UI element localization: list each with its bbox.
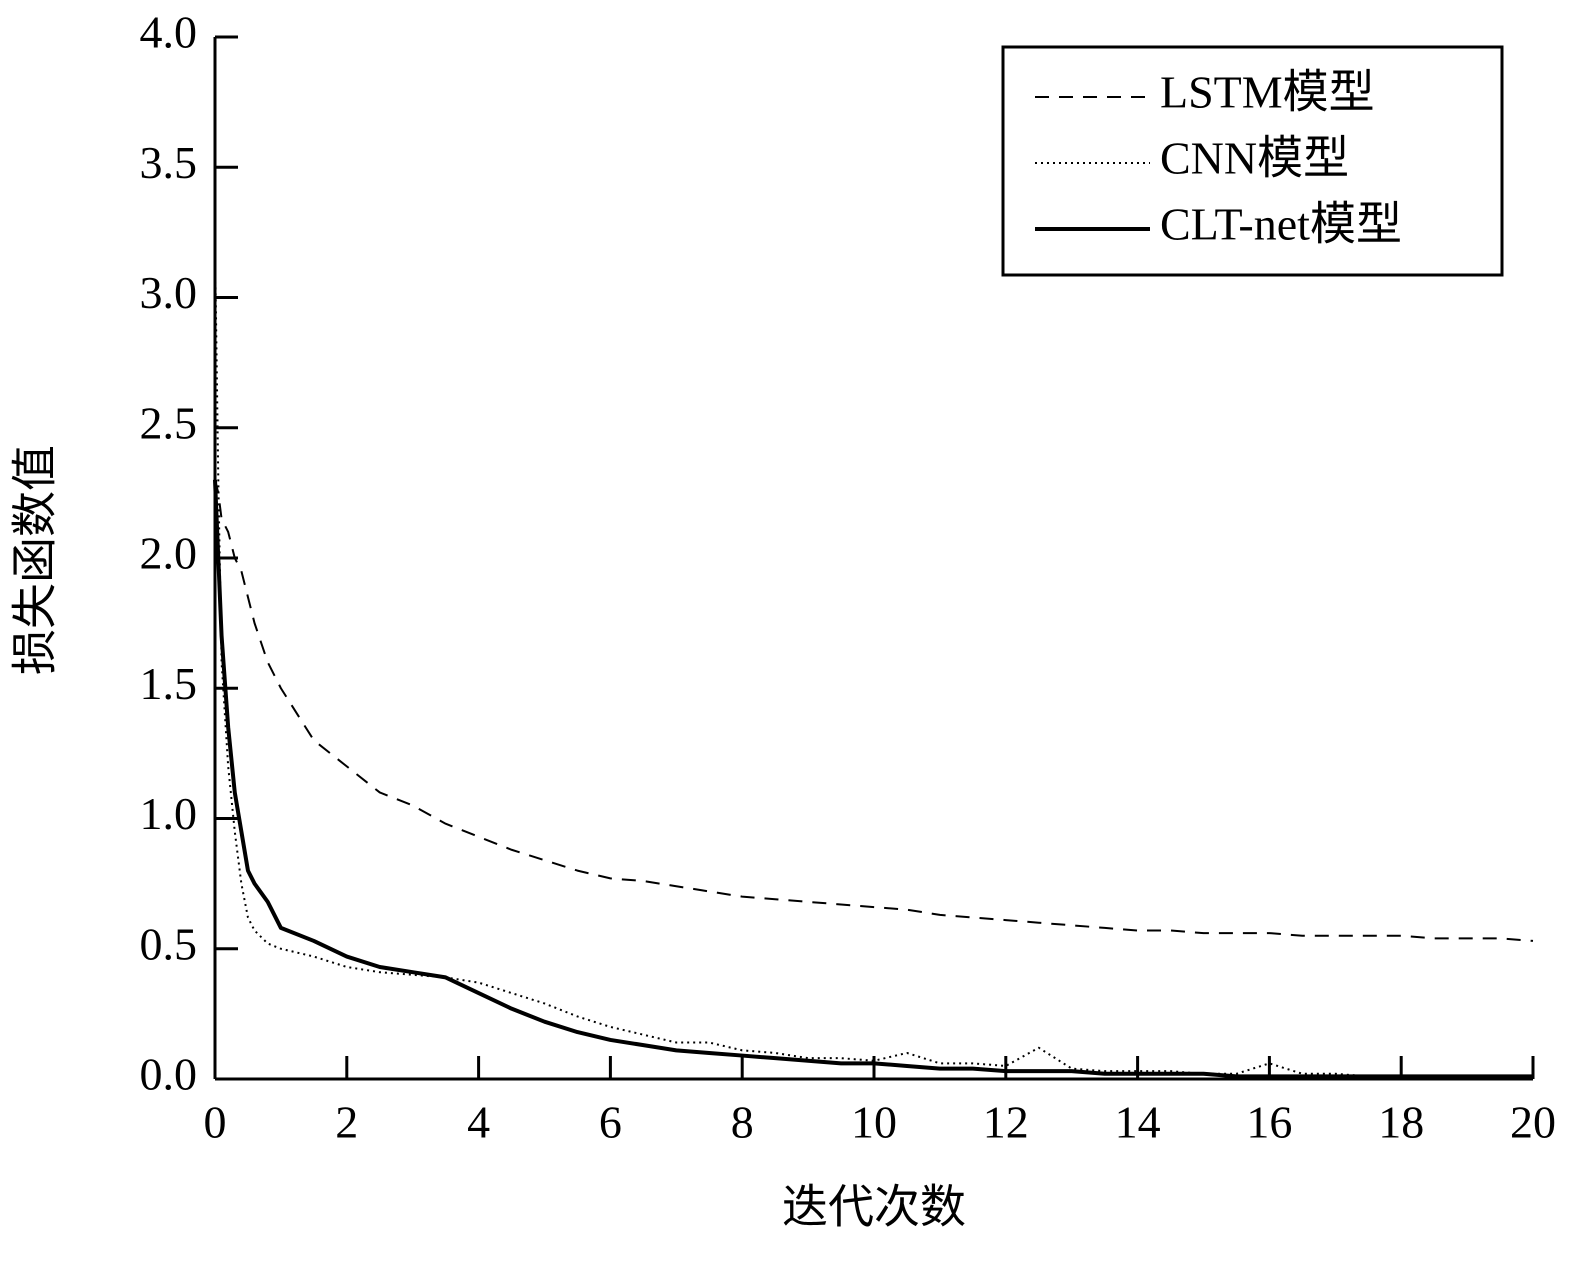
x-tick-label: 2 xyxy=(335,1097,358,1148)
y-tick-label: 1.5 xyxy=(140,658,198,709)
y-tick-label: 1.0 xyxy=(140,788,198,839)
x-tick-label: 18 xyxy=(1378,1097,1424,1148)
y-axis-title: 损失函数值 xyxy=(10,445,61,675)
y-tick-label: 2.0 xyxy=(140,528,198,579)
x-tick-label: 14 xyxy=(1115,1097,1161,1148)
y-tick-label: 4.0 xyxy=(140,7,198,58)
x-tick-label: 10 xyxy=(851,1097,897,1148)
y-tick-label: 3.5 xyxy=(140,137,198,188)
x-tick-label: 8 xyxy=(731,1097,754,1148)
x-tick-label: 6 xyxy=(599,1097,622,1148)
legend-box xyxy=(1001,45,1504,277)
y-tick-label: 2.5 xyxy=(140,397,198,448)
y-tick-label: 3.0 xyxy=(140,267,198,318)
x-tick-label: 4 xyxy=(467,1097,490,1148)
legend-label: CNN模型 xyxy=(1160,133,1349,184)
x-tick-label: 12 xyxy=(983,1097,1029,1148)
y-tick-label: 0.0 xyxy=(140,1049,198,1100)
series-line xyxy=(214,245,1533,1078)
x-axis-title: 迭代次数 xyxy=(782,1182,966,1233)
series-line xyxy=(214,479,1534,942)
x-tick-label: 0 xyxy=(204,1097,227,1148)
x-tick-label: 16 xyxy=(1246,1097,1292,1148)
y-tick-label: 0.5 xyxy=(140,918,198,969)
series-line xyxy=(213,479,1533,1079)
legend-label: LSTM模型 xyxy=(1160,67,1375,118)
legend-label: CLT-net模型 xyxy=(1160,199,1402,250)
x-tick-label: 20 xyxy=(1510,1097,1556,1148)
